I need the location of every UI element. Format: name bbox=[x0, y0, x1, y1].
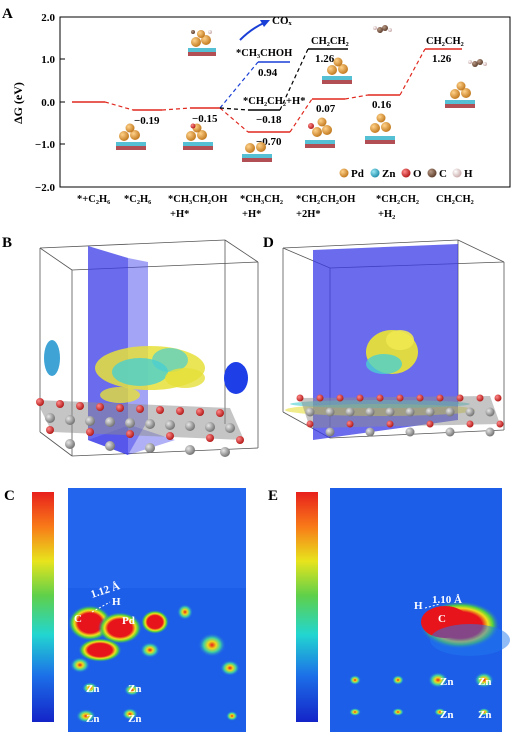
x-label: CH₂CH₂ bbox=[436, 194, 474, 205]
legend-h: H bbox=[464, 168, 473, 180]
y-tick-label: 0.0 bbox=[41, 97, 55, 109]
atom-label-pd: Pd bbox=[122, 615, 135, 627]
atom-label-zn: Zn bbox=[86, 683, 99, 695]
structure-thumb bbox=[305, 117, 335, 148]
legend-pd-swatch bbox=[339, 168, 349, 178]
energy-value: −0.19 bbox=[134, 115, 160, 127]
y-tick-label: 1.0 bbox=[41, 54, 55, 66]
charge-density-b bbox=[44, 340, 248, 403]
slab-d bbox=[296, 394, 504, 437]
x-label: *+C₂H₆ bbox=[77, 194, 110, 205]
structure-thumb bbox=[365, 113, 395, 144]
atom-label-zn: Zn bbox=[440, 709, 453, 721]
colorbar-c bbox=[32, 492, 54, 722]
energy-value: 0.16 bbox=[372, 99, 392, 111]
ch3choh-label: *CH₃CHOH bbox=[236, 48, 292, 59]
panel-e: E 1.10 Å H C Zn Zn Zn Zn bbox=[268, 488, 510, 732]
atom-label-h: H bbox=[414, 600, 423, 612]
x-axis-labels: *+C₂H₆ *C₂H₆ *CH₃CH₂OH +H* *CH₃CH₂ +H* *… bbox=[77, 194, 474, 220]
panel-e-label: E bbox=[268, 488, 278, 504]
ch2ch2h-label: *CH₂CH₂+H* bbox=[243, 96, 305, 107]
atom-label-zn: Zn bbox=[440, 676, 453, 688]
structure-thumb bbox=[242, 142, 272, 162]
panel-a: A ΔG (eV) 2.0 1.0 0.0 −1.0 −2.0 bbox=[2, 6, 511, 220]
legend-o-swatch bbox=[401, 168, 411, 178]
y-tick-label: −1.0 bbox=[35, 139, 56, 151]
atom-label-h: H bbox=[112, 596, 121, 608]
atom-label-zn: Zn bbox=[478, 676, 491, 688]
bond-line-c bbox=[91, 601, 111, 613]
legend-c-swatch bbox=[427, 168, 437, 178]
legend-zn: Zn bbox=[382, 168, 395, 180]
cox-arrow bbox=[239, 21, 267, 41]
y-tick-label: 2.0 bbox=[41, 12, 55, 24]
atom-legend: Pd Zn O C H bbox=[339, 168, 473, 180]
elf-map-e-features bbox=[349, 601, 510, 716]
gas-label-1: CH₂CH₂ bbox=[311, 36, 349, 47]
atom-label-zn: Zn bbox=[128, 683, 141, 695]
x-label: *CH₃CH₂ bbox=[240, 194, 283, 205]
x-label: *CH₃CH₂OH bbox=[168, 194, 227, 205]
legend-pd: Pd bbox=[351, 168, 364, 180]
colorbar-e bbox=[296, 492, 318, 722]
legend-zn-swatch bbox=[370, 168, 380, 178]
structure-thumb bbox=[183, 123, 213, 150]
atom-label-c: C bbox=[74, 613, 82, 625]
panel-d: D bbox=[263, 235, 505, 440]
energy-value: 1.26 bbox=[315, 53, 335, 65]
energy-value: −0.18 bbox=[256, 114, 282, 126]
atom-label-zn: Zn bbox=[86, 713, 99, 725]
energy-value: 0.07 bbox=[316, 103, 336, 115]
x-label: *CH₂CH₂OH bbox=[296, 194, 355, 205]
energy-value: 0.94 bbox=[258, 67, 278, 79]
gas-molecule bbox=[373, 25, 392, 33]
bond-line-e bbox=[424, 603, 441, 609]
panel-b: B bbox=[2, 235, 259, 457]
structure-thumb bbox=[445, 81, 475, 108]
energy-levels bbox=[72, 48, 462, 133]
x-label: +2H* bbox=[296, 209, 321, 220]
atom-label-zn: Zn bbox=[128, 713, 141, 725]
legend-h-swatch bbox=[452, 168, 462, 178]
y-axis-label: ΔG (eV) bbox=[11, 82, 25, 124]
y-tick-label: −2.0 bbox=[35, 182, 56, 194]
slab-b bbox=[36, 398, 244, 457]
energy-value: −0.15 bbox=[192, 113, 218, 125]
x-label: *C₂H₆ bbox=[124, 194, 151, 205]
structure-thumb bbox=[322, 57, 352, 84]
energy-value: 1.26 bbox=[432, 53, 452, 65]
panel-d-label: D bbox=[263, 235, 274, 251]
x-label: *CH₂CH₂ bbox=[376, 194, 419, 205]
x-label: +H* bbox=[170, 209, 189, 220]
x-label: +H* bbox=[242, 209, 261, 220]
panel-c-label: C bbox=[4, 488, 15, 504]
structure-thumb bbox=[116, 123, 146, 150]
structure-thumb bbox=[188, 30, 216, 56]
cox-label: COₓ bbox=[272, 15, 293, 27]
atom-label-c: C bbox=[438, 613, 446, 625]
legend-o: O bbox=[413, 168, 422, 180]
energy-connectors bbox=[104, 48, 426, 133]
cox-arrow-head bbox=[260, 20, 270, 27]
panel-a-label: A bbox=[2, 6, 13, 22]
energy-values: −0.19 −0.15 −0.70 −0.18 0.94 1.26 0.07 0… bbox=[134, 53, 452, 148]
x-label: +H₂ bbox=[378, 209, 395, 220]
gas-molecule bbox=[468, 59, 487, 67]
bond-distance-e: 1.10 Å bbox=[432, 594, 462, 606]
panel-b-label: B bbox=[2, 235, 12, 251]
legend-c: C bbox=[439, 168, 447, 180]
gas-label-2: CH₂CH₂ bbox=[426, 36, 464, 47]
structure-thumbnails bbox=[116, 25, 487, 162]
y-ticks: 2.0 1.0 0.0 −1.0 −2.0 bbox=[35, 12, 65, 194]
panel-c: C 1.12 Å C H Pd Zn Zn Zn Zn bbox=[4, 488, 246, 732]
elf-map-c-features bbox=[68, 604, 240, 723]
atom-label-zn: Zn bbox=[478, 709, 491, 721]
